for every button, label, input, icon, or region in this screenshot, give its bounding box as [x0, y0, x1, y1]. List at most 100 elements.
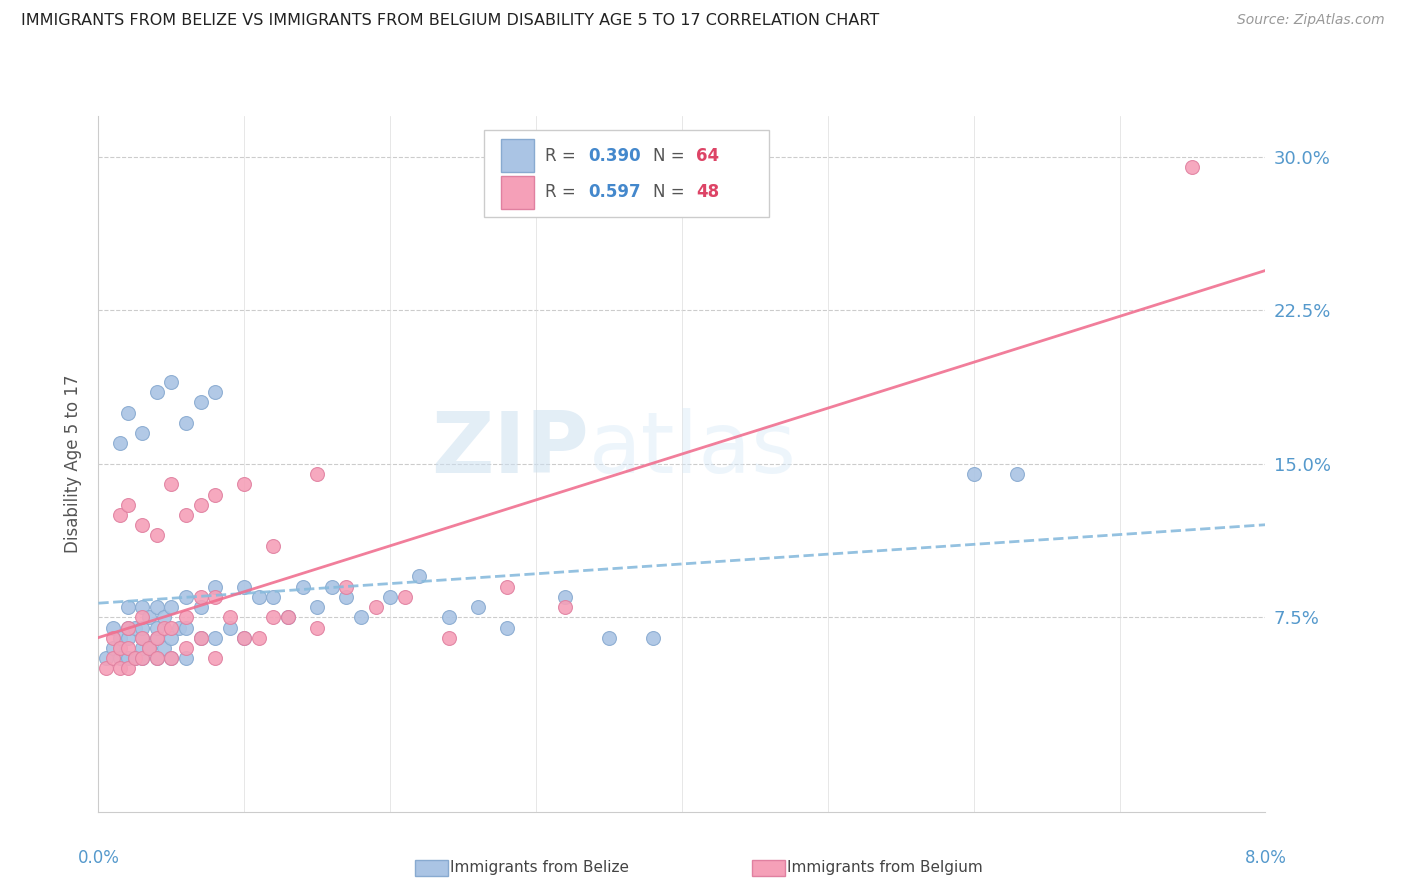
Point	[554, 590, 576, 604]
Point	[335, 580, 357, 594]
Point	[131, 600, 153, 615]
Point	[131, 631, 153, 645]
Point	[160, 375, 183, 389]
Point	[307, 600, 329, 615]
Point	[190, 395, 212, 409]
Point	[204, 385, 226, 400]
Point	[131, 426, 153, 441]
Point	[138, 640, 160, 655]
Point	[131, 651, 153, 665]
Point	[146, 621, 169, 635]
Y-axis label: Disability Age 5 to 17: Disability Age 5 to 17	[65, 375, 83, 553]
Text: R =: R =	[546, 184, 581, 202]
Point	[131, 518, 153, 533]
Point	[160, 621, 183, 635]
Point	[307, 467, 329, 481]
Point	[117, 498, 139, 512]
Point	[160, 631, 183, 645]
Point	[131, 631, 153, 645]
Point	[262, 610, 284, 624]
Point	[160, 651, 183, 665]
FancyBboxPatch shape	[501, 139, 534, 172]
Text: 8.0%: 8.0%	[1244, 848, 1286, 866]
Text: 64: 64	[696, 146, 718, 165]
Text: 0.0%: 0.0%	[77, 848, 120, 866]
Text: Immigrants from Belize: Immigrants from Belize	[450, 860, 628, 874]
Point	[437, 610, 460, 624]
Point	[110, 661, 132, 675]
Point	[101, 640, 124, 655]
Point	[1007, 467, 1029, 481]
Point	[204, 487, 226, 501]
Point	[131, 610, 153, 624]
Point	[496, 580, 519, 594]
FancyBboxPatch shape	[484, 130, 769, 217]
Point	[124, 621, 146, 635]
Point	[233, 477, 256, 491]
Text: R =: R =	[546, 146, 581, 165]
Point	[153, 640, 176, 655]
Point	[117, 406, 139, 420]
Point	[190, 631, 212, 645]
Point	[554, 600, 576, 615]
Point	[146, 651, 169, 665]
Point	[94, 651, 117, 665]
Point	[262, 539, 284, 553]
Point	[174, 416, 197, 430]
Point	[160, 477, 183, 491]
Text: Source: ZipAtlas.com: Source: ZipAtlas.com	[1237, 13, 1385, 28]
Point	[117, 621, 139, 635]
Point	[138, 640, 160, 655]
Point	[247, 631, 270, 645]
Point	[598, 631, 620, 645]
Text: N =: N =	[652, 184, 689, 202]
Point	[277, 610, 299, 624]
Point	[641, 631, 664, 645]
Point	[117, 631, 139, 645]
Point	[262, 590, 284, 604]
Point	[131, 640, 153, 655]
Point	[218, 621, 240, 635]
Text: 48: 48	[696, 184, 718, 202]
Point	[138, 610, 160, 624]
Text: N =: N =	[652, 146, 689, 165]
Point	[146, 528, 169, 542]
Point	[160, 651, 183, 665]
Point	[131, 651, 153, 665]
Point	[394, 590, 416, 604]
Point	[1181, 160, 1204, 174]
Point	[101, 631, 124, 645]
Point	[94, 661, 117, 675]
Point	[146, 631, 169, 645]
Point	[291, 580, 314, 594]
Text: Immigrants from Belgium: Immigrants from Belgium	[787, 860, 983, 874]
Point	[131, 621, 153, 635]
Point	[117, 621, 139, 635]
Point	[174, 508, 197, 522]
Text: 0.597: 0.597	[589, 184, 641, 202]
Point	[247, 590, 270, 604]
Point	[174, 640, 197, 655]
Point	[117, 661, 139, 675]
Point	[110, 631, 132, 645]
Point	[190, 631, 212, 645]
Point	[190, 498, 212, 512]
Point	[364, 600, 387, 615]
Point	[335, 590, 357, 604]
Point	[101, 621, 124, 635]
Point	[496, 621, 519, 635]
Point	[153, 610, 176, 624]
Point	[408, 569, 430, 583]
Point	[153, 621, 176, 635]
Point	[190, 600, 212, 615]
Point	[124, 651, 146, 665]
Point	[437, 631, 460, 645]
Point	[204, 580, 226, 594]
Point	[117, 651, 139, 665]
Point	[117, 600, 139, 615]
FancyBboxPatch shape	[501, 176, 534, 210]
Point	[110, 640, 132, 655]
Point	[350, 610, 373, 624]
Point	[160, 600, 183, 615]
Point	[204, 590, 226, 604]
